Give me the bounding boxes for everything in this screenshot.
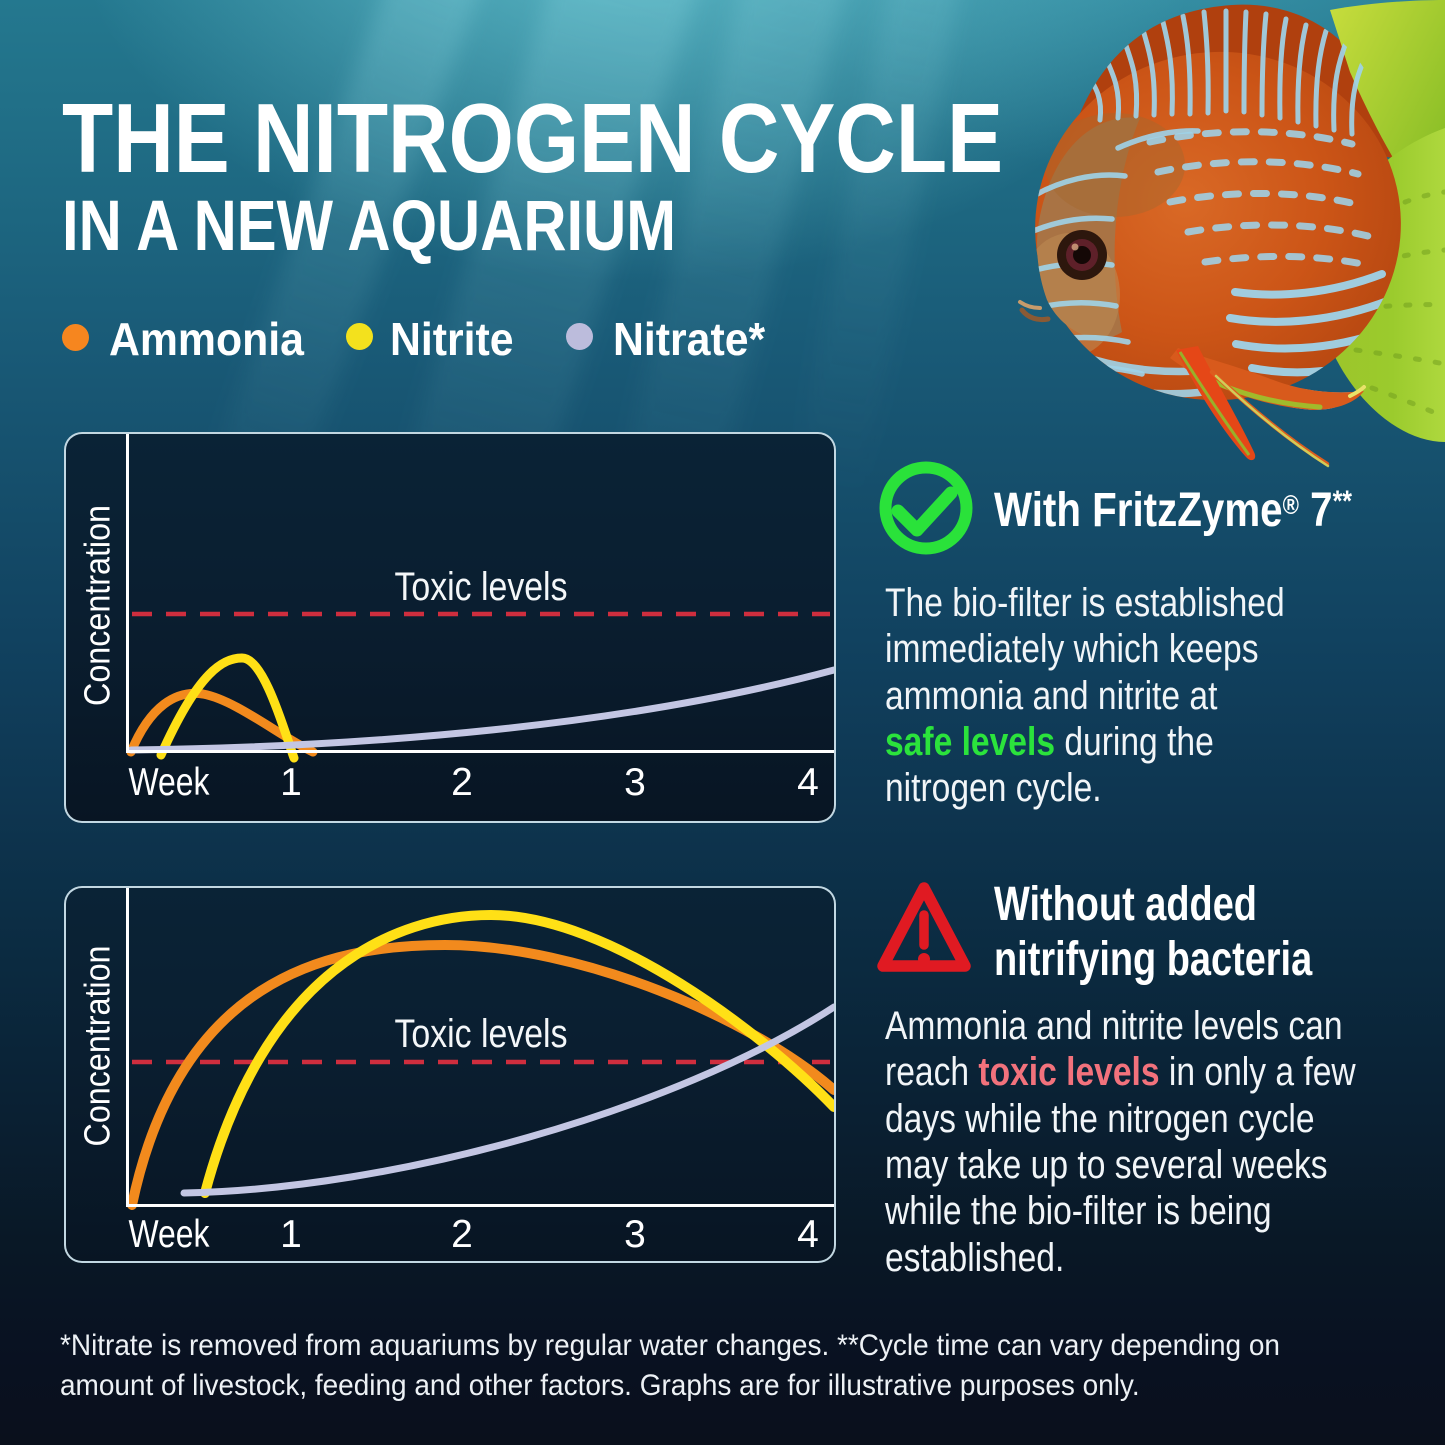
svg-text:4: 4: [797, 761, 819, 804]
svg-text:4: 4: [797, 1213, 819, 1256]
svg-text:3: 3: [624, 1213, 646, 1256]
svg-text:2: 2: [451, 1213, 473, 1256]
svg-text:1: 1: [280, 1213, 302, 1256]
svg-text:2: 2: [451, 761, 473, 804]
svg-text:Toxic levels: Toxic levels: [395, 1012, 568, 1056]
svg-text:Concentration: Concentration: [77, 946, 118, 1147]
svg-text:1: 1: [280, 761, 302, 804]
svg-text:Week: Week: [129, 1213, 210, 1256]
svg-text:Concentration: Concentration: [77, 505, 118, 706]
svg-text:3: 3: [624, 761, 646, 804]
svg-text:Toxic levels: Toxic levels: [395, 565, 568, 609]
svg-text:Week: Week: [129, 761, 210, 804]
